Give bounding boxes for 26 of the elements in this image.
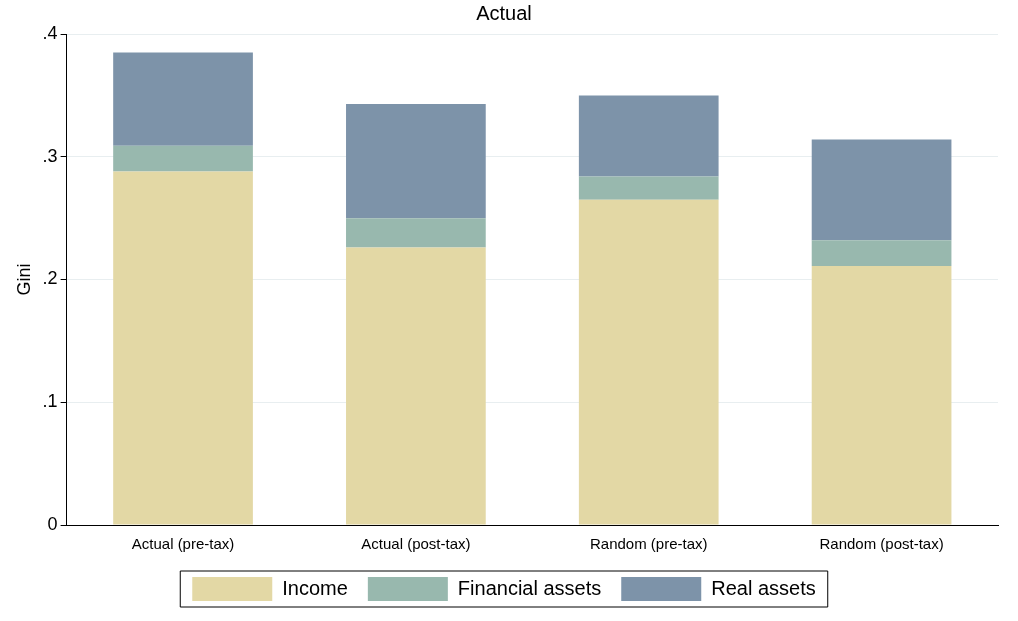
chart-title: Actual bbox=[476, 1, 532, 24]
x-tick-label: Actual (post-tax) bbox=[361, 535, 471, 553]
bar bbox=[578, 95, 719, 177]
legend-label: Income bbox=[282, 576, 348, 599]
bar bbox=[346, 218, 486, 248]
bar bbox=[346, 103, 486, 219]
y-tick-label: .2 bbox=[42, 268, 58, 289]
y-tick-label: .4 bbox=[42, 22, 58, 43]
bar bbox=[113, 171, 253, 525]
bar bbox=[346, 247, 486, 525]
bar bbox=[113, 52, 253, 146]
bar bbox=[578, 199, 719, 525]
bar bbox=[811, 240, 952, 266]
y-tick-label: 0 bbox=[47, 513, 58, 534]
legend-label: Real assets bbox=[711, 576, 816, 599]
x-tick-label: Random (pre-tax) bbox=[589, 535, 708, 553]
bar bbox=[811, 139, 952, 241]
x-tick-label: Random (post-tax) bbox=[819, 535, 944, 553]
y-tick-label: .1 bbox=[42, 391, 58, 412]
y-tick-label: .3 bbox=[42, 145, 58, 166]
bar bbox=[811, 266, 952, 525]
legend-label: Financial assets bbox=[457, 576, 602, 599]
y-axis-title: Gini bbox=[13, 263, 34, 296]
x-tick-label: Actual (pre-tax) bbox=[131, 535, 235, 553]
bar bbox=[113, 145, 253, 172]
bar bbox=[578, 176, 719, 200]
